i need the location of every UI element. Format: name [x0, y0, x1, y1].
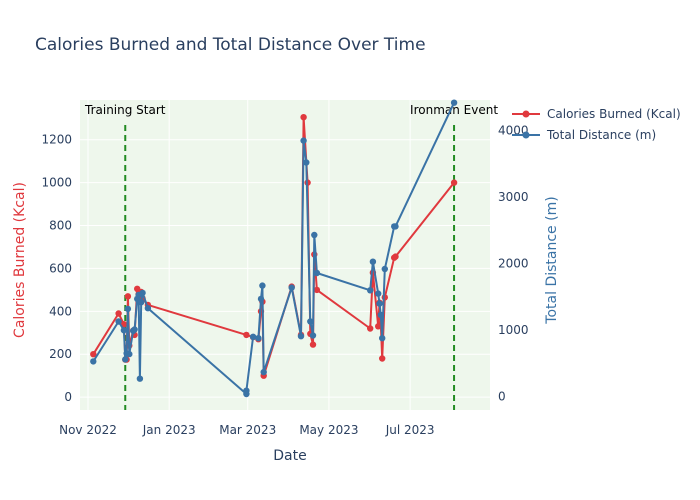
data-point[interactable] [260, 368, 267, 376]
data-point[interactable] [139, 289, 146, 297]
y-right-tick-label: 1000 [498, 323, 529, 337]
annotation-layer: Training Start Ironman Event [84, 103, 498, 410]
data-point[interactable] [126, 350, 133, 358]
data-point[interactable] [379, 335, 386, 342]
data-point[interactable] [392, 253, 399, 260]
data-point[interactable] [288, 284, 295, 291]
data-point[interactable] [381, 265, 388, 273]
y-axis-left-label: Calories Burned (Kcal) [12, 182, 28, 338]
data-point[interactable] [369, 258, 377, 265]
y-axis-right-label: Total Distance (m) [544, 196, 560, 324]
data-point[interactable] [392, 223, 399, 230]
x-tick-label: Mar 2023 [219, 423, 276, 437]
annotation-label: Training Start [84, 103, 166, 117]
data-point[interactable] [297, 333, 305, 340]
plot-background [80, 100, 490, 410]
annotation-label: Ironman Event [410, 103, 498, 117]
data-point[interactable] [450, 99, 458, 106]
legend[interactable]: Calories Burned (Kcal) Total Distance (m) [512, 107, 681, 142]
data-point[interactable] [300, 114, 307, 121]
data-point[interactable] [377, 311, 384, 319]
y-left-tick-label: 0 [64, 390, 72, 404]
data-point[interactable] [131, 326, 138, 333]
y-left-tick-label: 1200 [41, 133, 72, 147]
legend-item[interactable]: Total Distance (m) [512, 128, 656, 142]
data-point[interactable] [313, 286, 321, 294]
data-point[interactable] [367, 325, 374, 332]
data-point[interactable] [122, 356, 129, 363]
axis-layer: 02004006008001000120001000200030004000No… [41, 124, 528, 437]
data-point[interactable] [90, 358, 97, 365]
data-point[interactable] [311, 231, 318, 239]
series-line [92, 102, 456, 395]
data-point[interactable] [120, 327, 128, 334]
y-left-tick-label: 800 [49, 219, 72, 233]
legend-marker [522, 110, 530, 118]
y-right-tick-label: 0 [498, 390, 506, 404]
y-left-tick-label: 1000 [41, 176, 72, 190]
legend-label: Total Distance (m) [546, 128, 656, 142]
chart-title: Calories Burned and Total Distance Over … [35, 35, 426, 55]
data-point[interactable] [309, 341, 317, 348]
data-point[interactable] [303, 159, 310, 166]
data-point[interactable] [249, 333, 257, 340]
legend-item[interactable]: Calories Burned (Kcal) [512, 107, 681, 121]
data-point[interactable] [255, 335, 262, 342]
data-point[interactable] [243, 331, 250, 339]
data-point[interactable] [375, 290, 382, 297]
x-tick-label: May 2023 [299, 423, 358, 437]
data-point[interactable] [115, 310, 122, 317]
data-point[interactable] [259, 282, 266, 289]
data-point[interactable] [300, 137, 307, 144]
data-point[interactable] [309, 332, 317, 339]
series-layer [90, 99, 458, 398]
data-point[interactable] [313, 269, 321, 277]
data-point[interactable] [124, 305, 132, 313]
y-right-tick-label: 3000 [498, 190, 529, 204]
legend-label: Calories Burned (Kcal) [547, 107, 681, 121]
x-tick-label: Jul 2023 [385, 423, 435, 437]
legend-marker [522, 131, 530, 139]
data-point[interactable] [379, 355, 386, 362]
data-point[interactable] [243, 387, 250, 394]
data-point[interactable] [90, 351, 97, 358]
data-point[interactable] [376, 300, 383, 307]
y-left-tick-label: 400 [49, 304, 72, 318]
data-point[interactable] [136, 375, 144, 382]
y-left-tick-label: 200 [49, 347, 72, 361]
x-tick-label: Nov 2022 [59, 423, 117, 437]
data-point[interactable] [138, 299, 145, 306]
data-point[interactable] [144, 305, 152, 312]
data-point[interactable] [124, 293, 132, 300]
x-tick-label: Jan 2023 [142, 423, 196, 437]
x-axis-label: Date [273, 448, 306, 464]
data-point[interactable] [307, 318, 314, 325]
data-point[interactable] [450, 179, 458, 186]
data-point[interactable] [115, 318, 122, 325]
data-point[interactable] [367, 287, 374, 294]
y-right-tick-label: 2000 [498, 257, 529, 271]
data-point[interactable] [257, 295, 265, 303]
y-left-tick-label: 600 [49, 261, 72, 275]
